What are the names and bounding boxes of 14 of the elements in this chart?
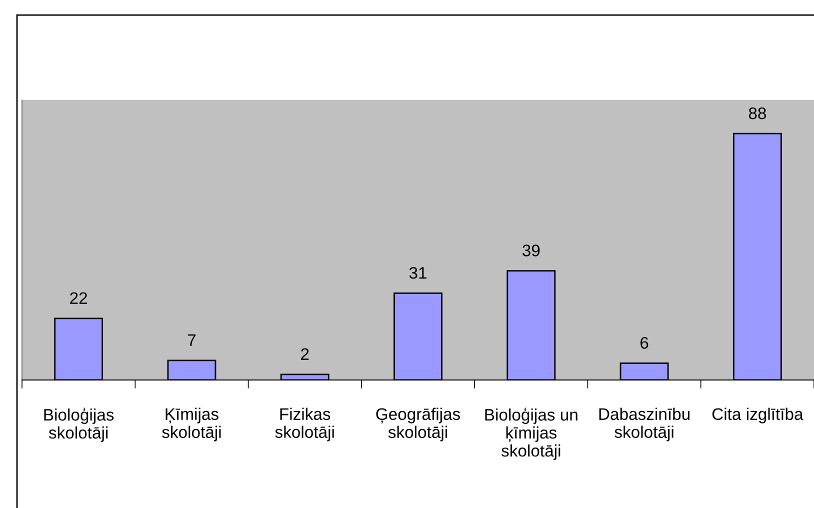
data-label: 39	[522, 244, 540, 256]
data-label: 7	[188, 334, 196, 346]
x-tick-label: Cita izglītība	[712, 408, 804, 424]
data-label: 22	[70, 292, 88, 304]
x-tick-label: Dabaszinību skolotāji	[599, 408, 690, 442]
data-label: 31	[409, 266, 426, 279]
x-tick-label: Ķīmijas skolotāji	[162, 408, 221, 442]
data-label: 88	[748, 107, 766, 120]
x-tick-label: Fizikas skolotāji	[275, 408, 334, 442]
data-label: 2	[301, 348, 309, 360]
data-label: 6	[640, 336, 648, 349]
x-tick-label: Bioloģijas skolotāji	[44, 408, 114, 442]
x-tick-label: Bioloģijas un ķīmijas skolotāji	[485, 408, 578, 460]
x-tick-label: Ģeogrāfijas skolotāji	[376, 408, 460, 442]
